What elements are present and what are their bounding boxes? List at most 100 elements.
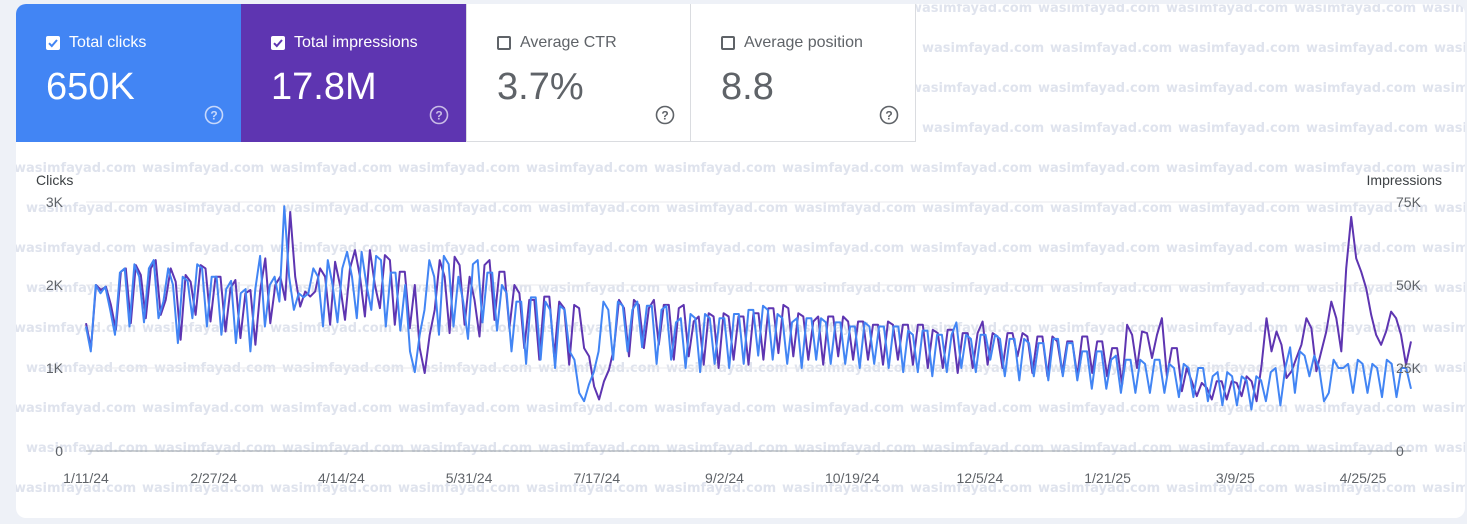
- average-position-label: Average position: [744, 34, 863, 51]
- watermark-text: wasimfayad.com: [782, 401, 904, 416]
- watermark-text: wasimfayad.com: [1306, 441, 1428, 456]
- svg-text:?: ?: [210, 109, 217, 123]
- watermark-text: wasimfayad.com: [538, 281, 660, 296]
- svg-text:?: ?: [435, 109, 442, 123]
- watermark-text: wasimfayad.com: [1166, 4, 1288, 16]
- watermark-text: wasimfayad.com: [398, 401, 520, 416]
- x-tick-label: 4/25/25: [1340, 470, 1387, 486]
- average-ctr-checkbox[interactable]: [497, 36, 511, 50]
- watermark-text: wasimfayad.com: [1434, 361, 1465, 376]
- total-impressions-tab[interactable]: Total impressions 17.8M ?: [241, 4, 466, 142]
- watermark-text: wasimfayad.com: [1294, 4, 1416, 16]
- total-clicks-checkbox[interactable]: [46, 36, 60, 50]
- watermark-text: wasimfayad.com: [910, 241, 1032, 256]
- watermark-text: wasimfayad.com: [142, 401, 264, 416]
- y-tick-label-left: 2K: [46, 277, 64, 293]
- watermark-text: wasimfayad.com: [526, 161, 648, 176]
- watermark-text: wasimfayad.com: [1306, 201, 1428, 216]
- watermark-text: wasimfayad.com: [410, 201, 532, 216]
- watermark-text: wasimfayad.com: [1422, 241, 1465, 256]
- watermark-text: wasimfayad.com: [1050, 281, 1172, 296]
- watermark-text: wasimfayad.com: [1178, 121, 1300, 136]
- watermark-text: wasimfayad.com: [398, 481, 520, 496]
- watermark-text: wasimfayad.com: [1434, 121, 1465, 136]
- watermark-text: wasimfayad.com: [1166, 481, 1288, 496]
- help-icon[interactable]: ?: [655, 105, 675, 125]
- watermark-text: wasimfayad.com: [270, 481, 392, 496]
- watermark-text: wasimfayad.com: [1050, 41, 1172, 56]
- y-tick-label-right: 25K: [1396, 360, 1422, 376]
- watermark-text: wasimfayad.com: [666, 201, 788, 216]
- watermark-text: wasimfayad.com: [142, 161, 264, 176]
- watermark-text: wasimfayad.com: [1422, 4, 1465, 16]
- watermark-text: wasimfayad.com: [282, 201, 404, 216]
- watermark-text: wasimfayad.com: [1166, 401, 1288, 416]
- watermark-text: wasimfayad.com: [1434, 441, 1465, 456]
- watermark-text: wasimfayad.com: [16, 481, 136, 496]
- watermark-text: wasimfayad.com: [654, 161, 776, 176]
- watermark-text: wasimfayad.com: [1294, 161, 1416, 176]
- total-clicks-tab[interactable]: Total clicks 650K ?: [16, 4, 241, 142]
- watermark-text: wasimfayad.com: [1038, 321, 1160, 336]
- watermark-text: wasimfayad.com: [910, 161, 1032, 176]
- watermark-text: wasimfayad.com: [154, 441, 276, 456]
- watermark-text: wasimfayad.com: [1422, 321, 1465, 336]
- watermark-text: wasimfayad.com: [270, 401, 392, 416]
- watermark-text: wasimfayad.com: [1038, 81, 1160, 96]
- watermark-text: wasimfayad.com: [26, 201, 148, 216]
- watermark-text: wasimfayad.com: [782, 161, 904, 176]
- help-icon[interactable]: ?: [879, 105, 899, 125]
- watermark-text: wasimfayad.com: [398, 241, 520, 256]
- total-impressions-checkbox[interactable]: [271, 36, 285, 50]
- watermark-text: wasimfayad.com: [1166, 161, 1288, 176]
- watermark-text: wasimfayad.com: [1434, 201, 1465, 216]
- total-clicks-label: Total clicks: [69, 34, 147, 51]
- y-tick-label-right: 0: [1396, 443, 1404, 459]
- watermark-text: wasimfayad.com: [1038, 161, 1160, 176]
- x-tick-label: 10/19/24: [825, 470, 880, 486]
- watermark-text: wasimfayad.com: [1306, 41, 1428, 56]
- watermark-text: wasimfayad.com: [1422, 161, 1465, 176]
- y-axis-title-right: Impressions: [1367, 172, 1442, 188]
- help-icon[interactable]: ?: [429, 105, 449, 125]
- watermark-text: wasimfayad.com: [910, 401, 1032, 416]
- watermark-text: wasimfayad.com: [16, 401, 136, 416]
- y-tick-label-right: 75K: [1396, 194, 1422, 210]
- performance-card: wasimfayad.com wasimfayad.com wasimfayad.c…: [16, 4, 1465, 518]
- watermark-text: wasimfayad.com: [1050, 121, 1172, 136]
- metric-tabs: Total clicks 650K ? Total impressions 17…: [16, 4, 916, 142]
- watermark-text: wasimfayad.com: [910, 321, 1032, 336]
- x-tick-label: 2/27/24: [190, 470, 237, 486]
- watermark-text: wasimfayad.com: [142, 241, 264, 256]
- watermark-text: wasimfayad.com: [1294, 81, 1416, 96]
- series-line-clicks: [85, 205, 1412, 411]
- watermark-text: wasimfayad.com: [1422, 81, 1465, 96]
- x-tick-label: 9/2/24: [705, 470, 744, 486]
- watermark-text: wasimfayad.com: [1038, 4, 1160, 16]
- average-position-checkbox[interactable]: [721, 36, 735, 50]
- watermark-text: wasimfayad.com: [538, 441, 660, 456]
- watermark-text: wasimfayad.com: [922, 441, 1044, 456]
- watermark-text: wasimfayad.com: [16, 161, 136, 176]
- watermark-text: wasimfayad.com: [922, 281, 1044, 296]
- svg-text:?: ?: [661, 109, 668, 123]
- watermark-text: wasimfayad.com: [1038, 481, 1160, 496]
- watermark-text: wasimfayad.com: [154, 201, 276, 216]
- x-tick-label: 1/11/24: [63, 470, 109, 486]
- watermark-text: wasimfayad.com: [782, 241, 904, 256]
- average-position-tab[interactable]: Average position 8.8 ?: [691, 4, 916, 142]
- help-icon[interactable]: ?: [204, 105, 224, 125]
- watermark-text: wasimfayad.com: [922, 121, 1044, 136]
- watermark-text: wasimfayad.com: [270, 161, 392, 176]
- watermark-text: wasimfayad.com: [910, 481, 1032, 496]
- watermark-text: wasimfayad.com: [1166, 81, 1288, 96]
- grid: [86, 201, 1411, 452]
- watermark-text: wasimfayad.com: [1038, 401, 1160, 416]
- watermark-text: wasimfayad.com: [1178, 41, 1300, 56]
- watermark-text: wasimfayad.com: [1294, 481, 1416, 496]
- watermark-text: wasimfayad.com: [654, 401, 776, 416]
- watermark-text: wasimfayad.com: [794, 281, 916, 296]
- average-ctr-tab[interactable]: Average CTR 3.7% ?: [466, 4, 691, 142]
- watermark-text: wasimfayad.com: [1178, 281, 1300, 296]
- watermark-text: wasimfayad.com: [794, 201, 916, 216]
